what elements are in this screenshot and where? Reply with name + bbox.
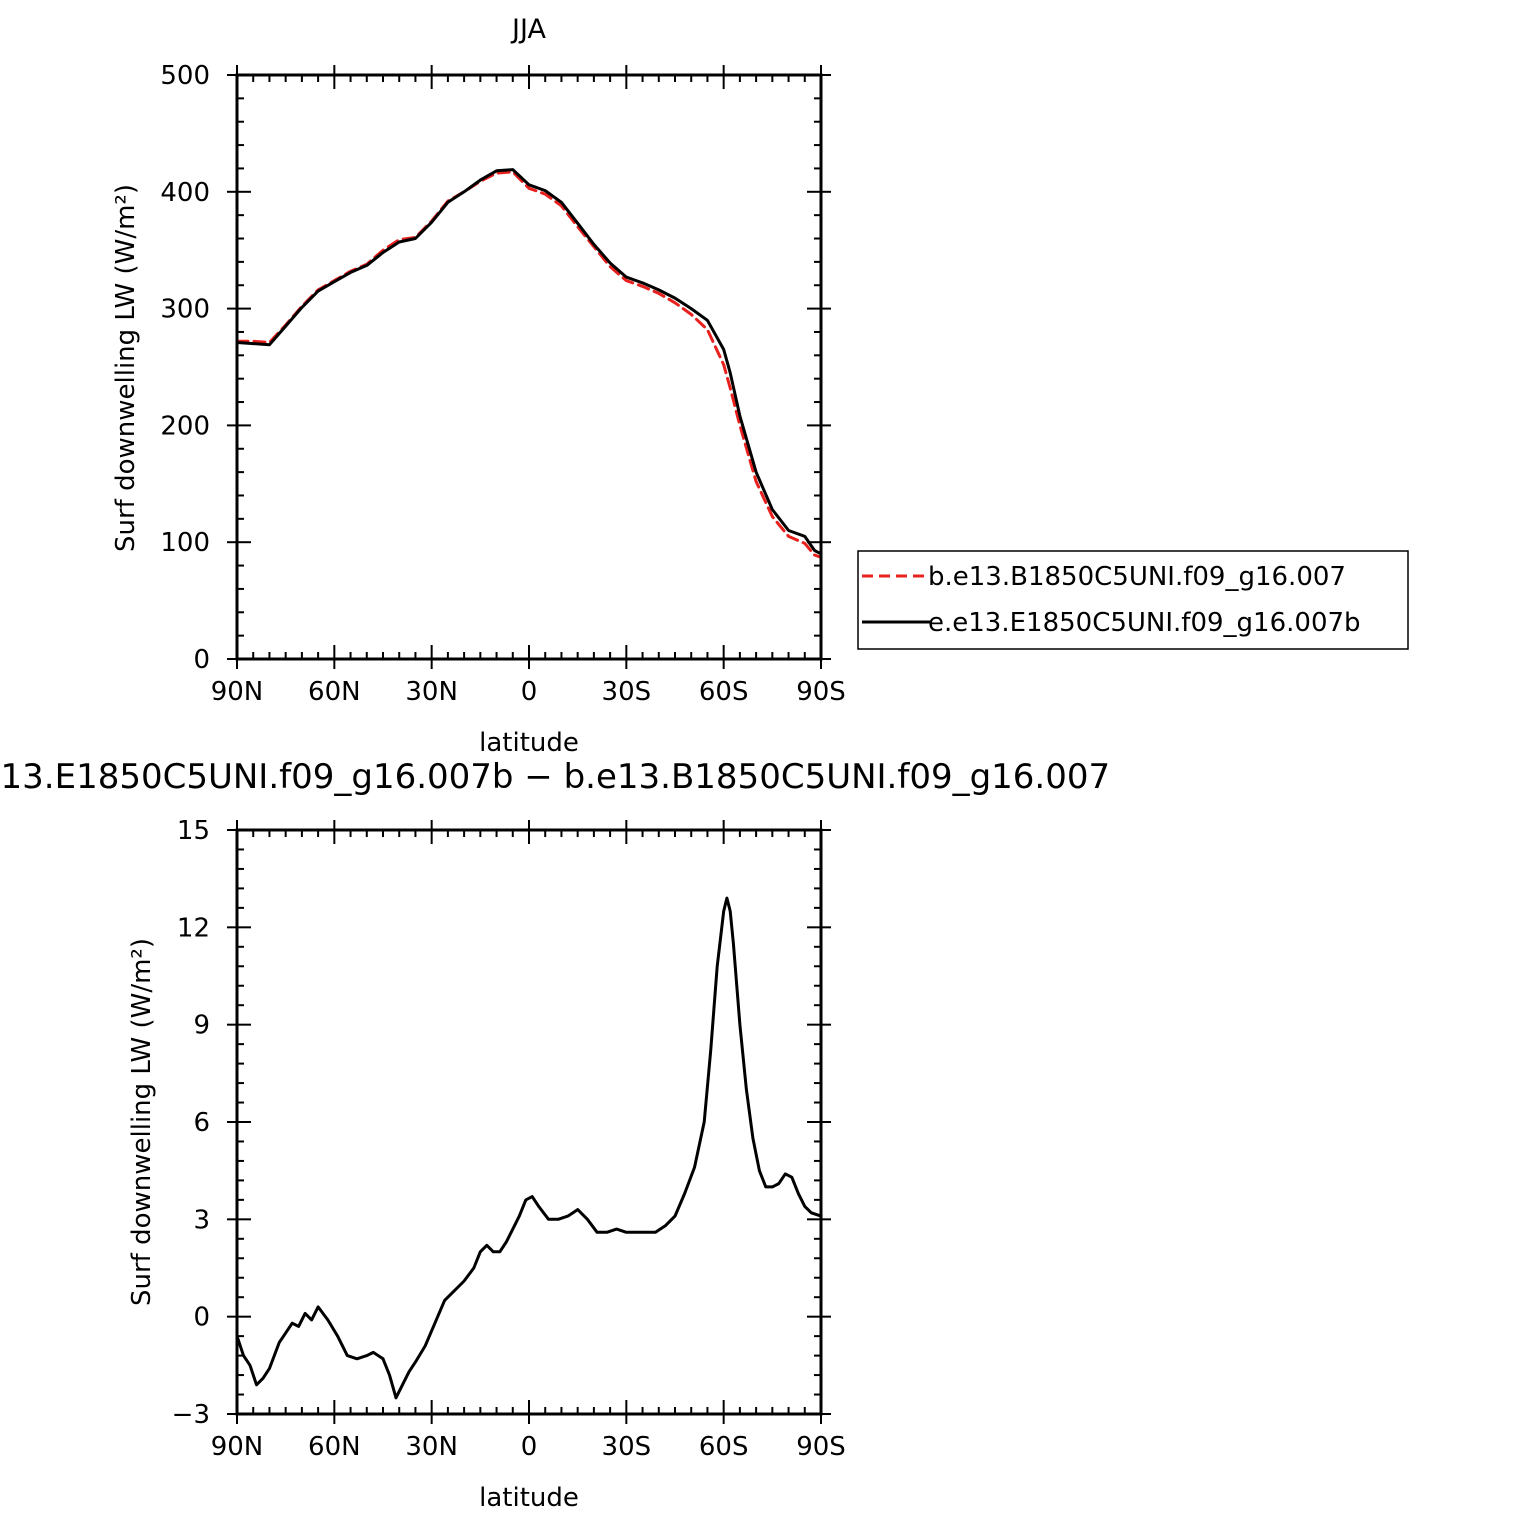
top-y-tick-label: 100 — [160, 528, 210, 558]
top-plot-frame — [235, 73, 823, 661]
legend: b.e13.B1850C5UNI.f09_g16.007 e.e13.E1850… — [857, 550, 1409, 650]
panel-top: JJA Surf downwelling LW (W/m²) latitude … — [111, 14, 846, 758]
bottom-y-tick-label: 3 — [193, 1205, 210, 1235]
bottom-plot-frame — [235, 828, 823, 1416]
bottom-y-tick-label: 0 — [193, 1303, 210, 1333]
top-x-tick-label: 90N — [211, 677, 264, 707]
bottom-y-tick-label: 12 — [177, 913, 210, 943]
top-series-line-dashed — [235, 170, 823, 559]
top-x-tick-label: 0 — [521, 677, 538, 707]
top-y-tick-label: 500 — [160, 61, 210, 91]
top-x-tick-label: 30N — [405, 677, 458, 707]
bottom-x-tick-label: 60S — [699, 1432, 749, 1462]
bottom-y-tick-label: −3 — [172, 1400, 210, 1430]
top-chart-title: JJA — [510, 14, 546, 45]
top-y-tick-label: 400 — [160, 178, 210, 208]
bottom-y-axis-label: Surf downwelling LW (W/m²) — [127, 938, 157, 1306]
panel-bottom: e.e13.E1850C5UNI.f09_g16.007b − b.e13.B1… — [0, 757, 1110, 1513]
bottom-x-tick-label: 90S — [796, 1432, 846, 1462]
bottom-x-tick-label: 90N — [211, 1432, 264, 1462]
top-y-axis-label: Surf downwelling LW (W/m²) — [111, 184, 141, 552]
top-series-line-solid — [235, 168, 823, 556]
top-x-tick-label: 30S — [602, 677, 652, 707]
top-x-tick-label: 60N — [308, 677, 361, 707]
bottom-y-tick-label: 9 — [193, 1011, 210, 1041]
legend-label-b-run: b.e13.B1850C5UNI.f09_g16.007 — [928, 562, 1346, 592]
bottom-y-tick-label: 6 — [193, 1108, 210, 1138]
bottom-x-tick-label: 30S — [602, 1432, 652, 1462]
bottom-x-tick-label: 0 — [521, 1432, 538, 1462]
bottom-x-axis-label: latitude — [479, 1483, 579, 1513]
bottom-series-line-solid — [235, 896, 823, 1400]
top-y-tick-label: 300 — [160, 295, 210, 325]
top-x-axis-label: latitude — [479, 728, 579, 758]
bottom-chart-title: e.e13.E1850C5UNI.f09_g16.007b − b.e13.B1… — [0, 757, 1110, 797]
bottom-x-tick-label: 30N — [405, 1432, 458, 1462]
legend-label-e-run: e.e13.E1850C5UNI.f09_g16.007b — [928, 608, 1361, 638]
legend-box — [857, 550, 1409, 650]
top-y-tick-label: 0 — [193, 645, 210, 675]
top-x-tick-label: 60S — [699, 677, 749, 707]
top-x-tick-label: 90S — [796, 677, 846, 707]
bottom-x-tick-label: 60N — [308, 1432, 361, 1462]
top-y-tick-label: 200 — [160, 411, 210, 441]
bottom-y-tick-label: 15 — [177, 816, 210, 846]
